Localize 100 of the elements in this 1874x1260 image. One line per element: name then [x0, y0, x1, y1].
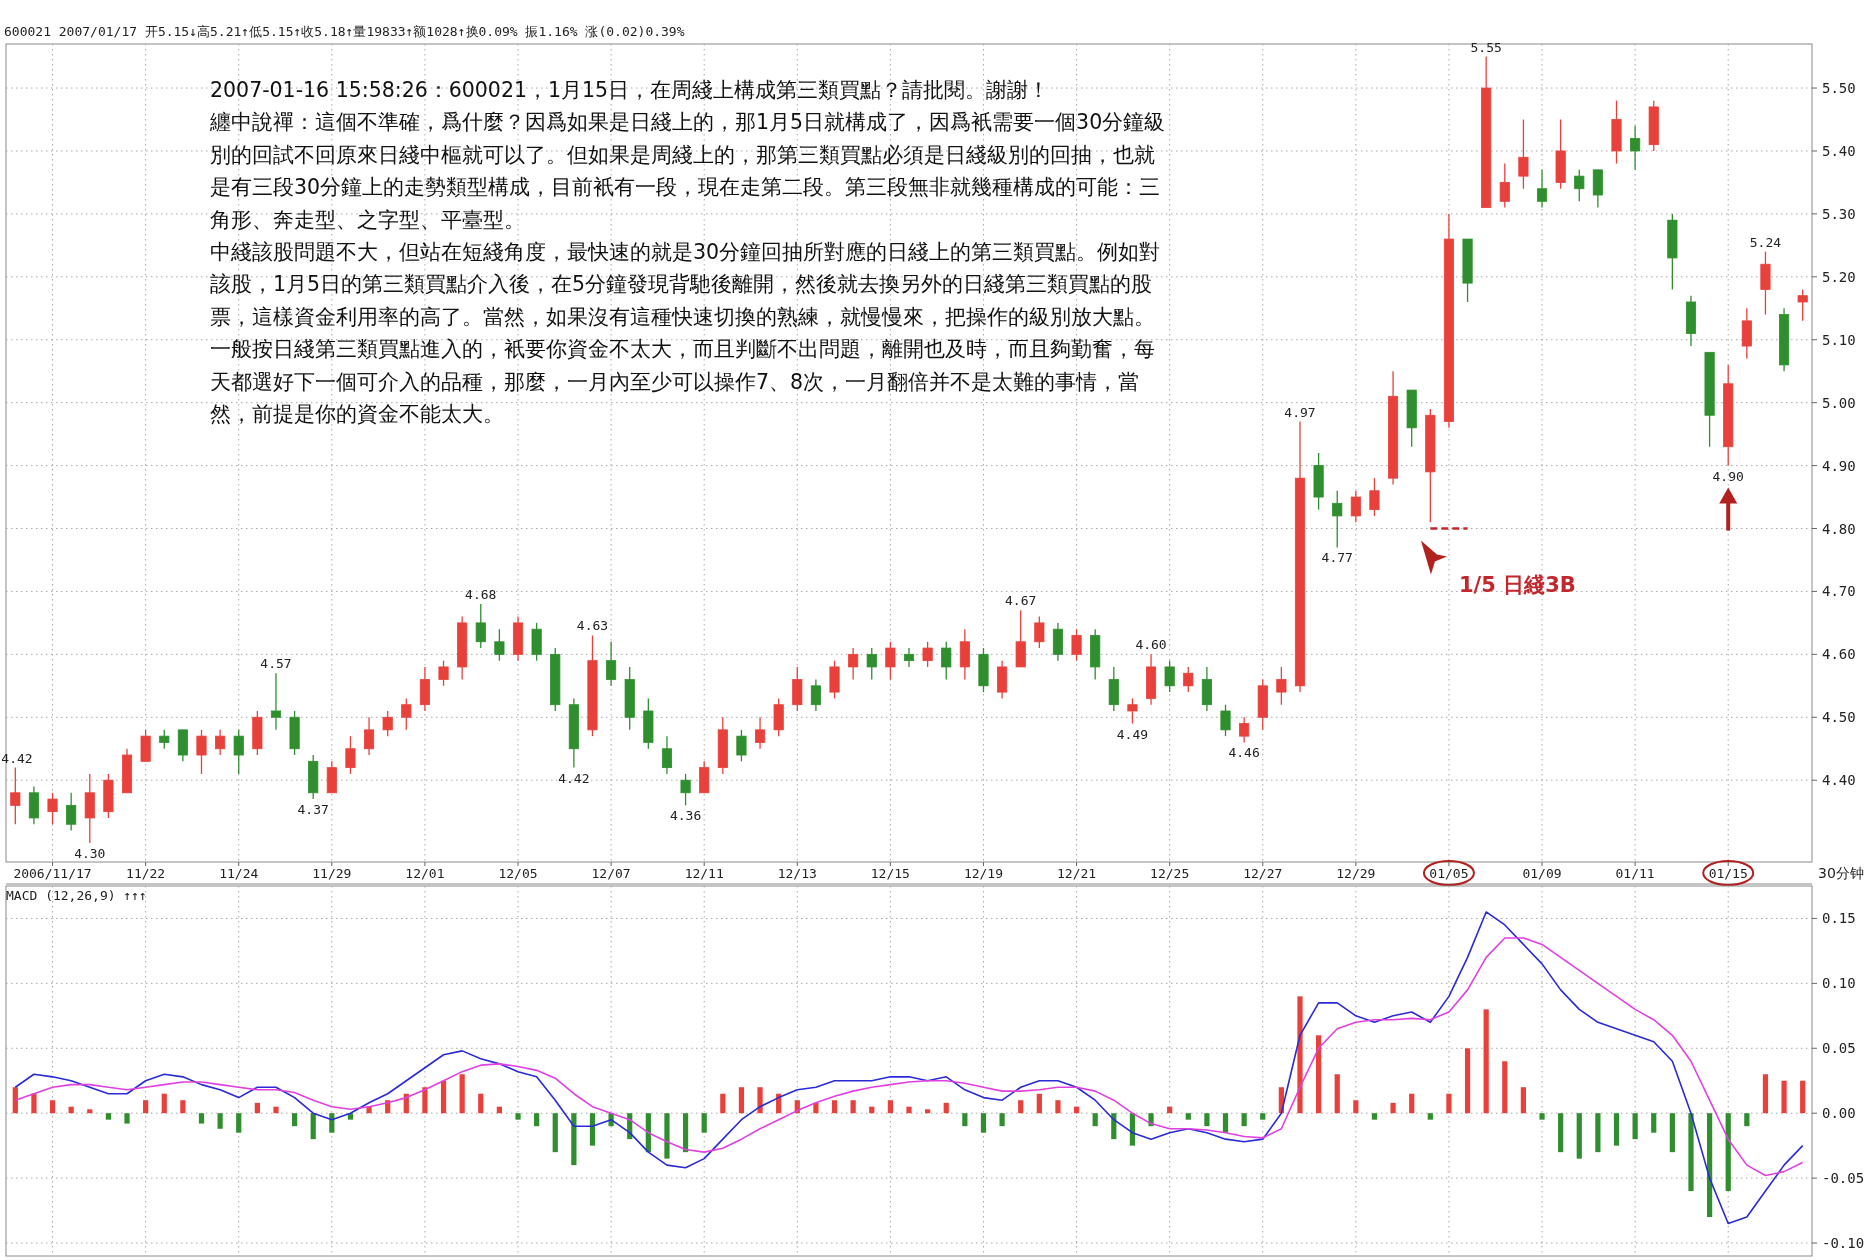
x-tick-label: 12/05 [498, 866, 538, 881]
bar [1427, 1113, 1433, 1120]
y-tick-label: 5.20 [1822, 268, 1856, 285]
annotation: 4.42 [1, 750, 33, 766]
bar [49, 1100, 56, 1114]
bar [1576, 1113, 1582, 1159]
bar [571, 1113, 577, 1166]
y-tick-label: 4.80 [1822, 520, 1856, 537]
x-tick-label: 01/05 [1429, 866, 1469, 881]
y-tick-label: 0.10 [1822, 975, 1856, 992]
annotation: 是有三段30分鐘上的走勢類型構成，目前衹有一段，現在走第二段。第三段無非就幾種構成的可能：三 [210, 175, 1161, 200]
bar [1669, 1113, 1675, 1153]
bar [1800, 1080, 1806, 1114]
annotation: 別的回試不回原來日綫中樞就可以了。但如果是周綫上的，那第三類買點必須是日綫級別的回抽，也就 [210, 142, 1155, 167]
line-series [14, 911, 1804, 1225]
y-tick-label: 0.05 [1822, 1040, 1856, 1057]
bar [999, 1113, 1005, 1127]
bar [1334, 1074, 1340, 1114]
bar [1595, 1113, 1601, 1153]
x-tick-label: 2006/11/17 [13, 866, 92, 881]
bar [589, 1113, 596, 1146]
bar [478, 1093, 484, 1114]
bar [161, 1093, 167, 1114]
x-tick-label: 12/29 [1336, 866, 1376, 881]
bar [534, 1113, 540, 1127]
bar [1483, 1009, 1489, 1114]
x-tick-label: 12/07 [591, 866, 631, 881]
y-tick-label: 4.90 [1822, 457, 1856, 474]
bar [757, 1087, 763, 1114]
bar [124, 1113, 130, 1124]
bar [701, 1113, 707, 1133]
annotation: 4.68 [465, 587, 497, 603]
annotation: 4.60 [1135, 637, 1167, 653]
bar [515, 1113, 521, 1120]
bar [720, 1093, 726, 1114]
bar [1222, 1113, 1229, 1133]
x-tick-label: 11/24 [219, 866, 259, 881]
annotation: 5.55 [1470, 39, 1502, 55]
x-tick-label: 12/15 [870, 866, 910, 881]
x-tick-label: 11/29 [312, 866, 352, 881]
x-tick-label: 12/11 [684, 866, 724, 881]
bar [1185, 1113, 1191, 1120]
bar [962, 1113, 968, 1127]
y-tick-label: 5.50 [1822, 80, 1856, 97]
annotation: 4.57 [260, 656, 292, 672]
bar [1558, 1113, 1564, 1153]
bar [105, 1113, 112, 1120]
annotation: 4.30 [74, 846, 106, 862]
bar [459, 1074, 465, 1114]
bar [664, 1113, 670, 1159]
bar [198, 1113, 205, 1124]
annotation: 角形、奔走型、之字型、平臺型。 [210, 207, 525, 232]
bar [180, 1100, 186, 1114]
annotation: 4.90 [1712, 468, 1744, 484]
bar [254, 1102, 260, 1114]
bar [1539, 1113, 1545, 1120]
bar [1725, 1113, 1731, 1192]
bar [906, 1106, 912, 1114]
annotation: 2007-01-16 15:58:26：600021，1月15日，在周綫上構成第三類買點？請批閱。謝謝！ [210, 78, 1050, 102]
annotation: 一般按日綫第三類買點進入的，衹要你資金不太大，而且判斷不出問題，離開也及時，而且夠勤奮，每 [210, 337, 1155, 362]
annotation: 4.67 [1005, 593, 1037, 609]
bar [31, 1093, 37, 1114]
y-tick-label: 5.30 [1822, 205, 1856, 222]
bar [1744, 1113, 1750, 1127]
annotation: 4.97 [1284, 404, 1316, 420]
bar [1613, 1113, 1620, 1146]
bar [1632, 1113, 1638, 1140]
x-tick-label: 12/21 [1057, 866, 1097, 881]
bar [1018, 1100, 1024, 1114]
annotation: 5.24 [1749, 234, 1782, 250]
annotation: 該股，1月5日的第三類買點介入後，在5分鐘發現背馳後離開，然後就去換另外的日綫第三類買點的股 [210, 272, 1153, 297]
bar [310, 1113, 316, 1140]
bar [87, 1109, 93, 1114]
bar [1651, 1113, 1657, 1133]
bar [831, 1100, 838, 1114]
bar [440, 1080, 447, 1114]
annotation: 中綫該股問題不大，但站在短綫角度，最快速的就是30分鐘回抽所對應的日綫上的第三類買點。例如對 [210, 240, 1161, 264]
x-tick-label: 11/22 [126, 866, 166, 881]
y-tick-label: 4.40 [1822, 772, 1856, 789]
y-tick-label: 0.15 [1822, 910, 1856, 927]
bar [1520, 1087, 1527, 1114]
bar [1762, 1074, 1769, 1114]
x-axis-title: 30分钟 [1818, 865, 1864, 881]
line-series [14, 937, 1804, 1177]
bar [980, 1113, 987, 1133]
bar [925, 1109, 931, 1114]
bar [1371, 1113, 1378, 1120]
bar [682, 1113, 689, 1153]
annotation: 4.42 [558, 770, 590, 786]
annotation: 1/5 日綫3B [1458, 572, 1576, 597]
annotation: 4.36 [669, 808, 702, 824]
bar [422, 1087, 428, 1114]
x-tick-label: 12/13 [777, 866, 817, 881]
bar [366, 1106, 372, 1114]
chart-title: MACD (12,26,9) ↑↑↑ [6, 888, 147, 903]
x-tick-label: 12/19 [963, 866, 1004, 881]
annotation: 4.77 [1321, 550, 1353, 566]
bar [1502, 1061, 1508, 1114]
annotation: 然，前提是你的資金不能太大。 [210, 402, 504, 426]
bar [217, 1113, 223, 1129]
